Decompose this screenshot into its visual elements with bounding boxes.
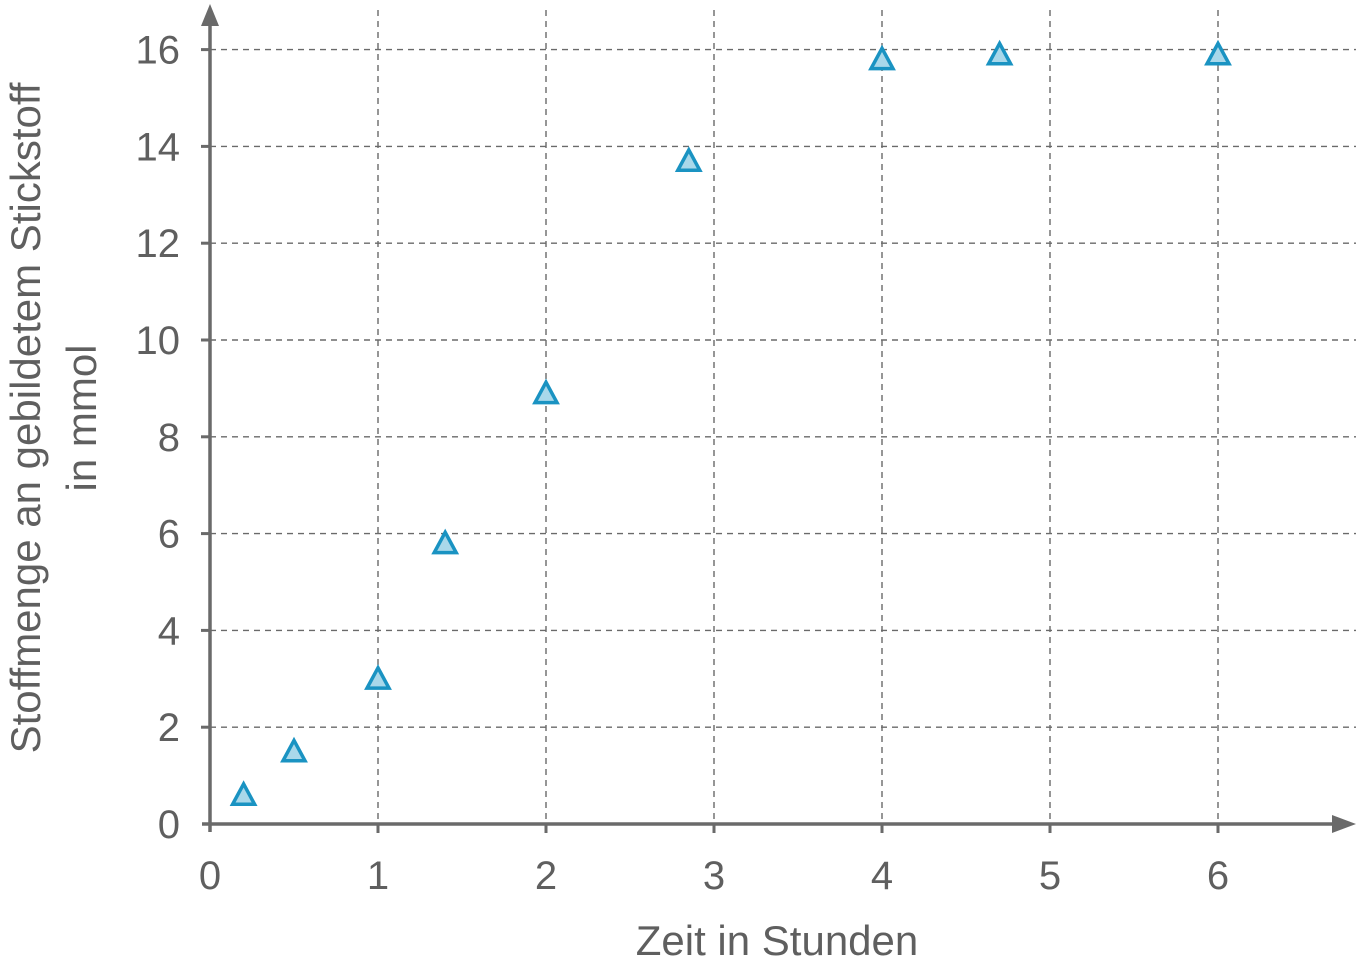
data-point: [431, 528, 460, 555]
data-point: [868, 44, 896, 71]
x-tick-label: 3: [703, 854, 725, 898]
y-axis-title-line-2: in mmol: [58, 344, 105, 491]
y-tick-label: 8: [158, 416, 180, 460]
x-tick-label: 5: [1039, 854, 1061, 898]
axes: [201, 4, 1356, 833]
y-tick-label: 14: [136, 125, 181, 169]
grid: [210, 10, 1356, 824]
data-point: [985, 39, 1014, 66]
y-tick-label: 4: [158, 609, 180, 653]
x-tick-label: 0: [199, 854, 221, 898]
x-tick-label: 2: [535, 854, 557, 898]
x-axis-title: Zeit in Stunden: [636, 917, 919, 964]
y-tick-label: 12: [136, 222, 181, 266]
data-point: [364, 664, 392, 690]
y-axis-title-line-1: Stoffmenge an gebildetem Stickstoff: [2, 82, 49, 753]
y-tick-label: 10: [136, 319, 181, 363]
data-point: [280, 736, 308, 763]
data-point: [229, 780, 258, 807]
data-point: [1204, 39, 1232, 66]
data-points: [229, 39, 1232, 807]
y-tick-label: 0: [158, 803, 180, 847]
y-axis-arrow: [201, 4, 219, 26]
data-point: [532, 378, 560, 405]
x-tick-label: 4: [871, 854, 893, 898]
y-tick-label: 16: [136, 29, 181, 73]
x-tick-label: 6: [1207, 854, 1229, 898]
y-tick-label: 2: [158, 706, 180, 750]
y-axis-title: Stoffmenge an gebildetem Stickstoff in m…: [2, 82, 105, 753]
x-axis-arrow: [1332, 815, 1356, 833]
y-tick-label: 6: [158, 513, 180, 557]
data-point: [674, 146, 703, 173]
x-tick-label: 1: [367, 854, 389, 898]
